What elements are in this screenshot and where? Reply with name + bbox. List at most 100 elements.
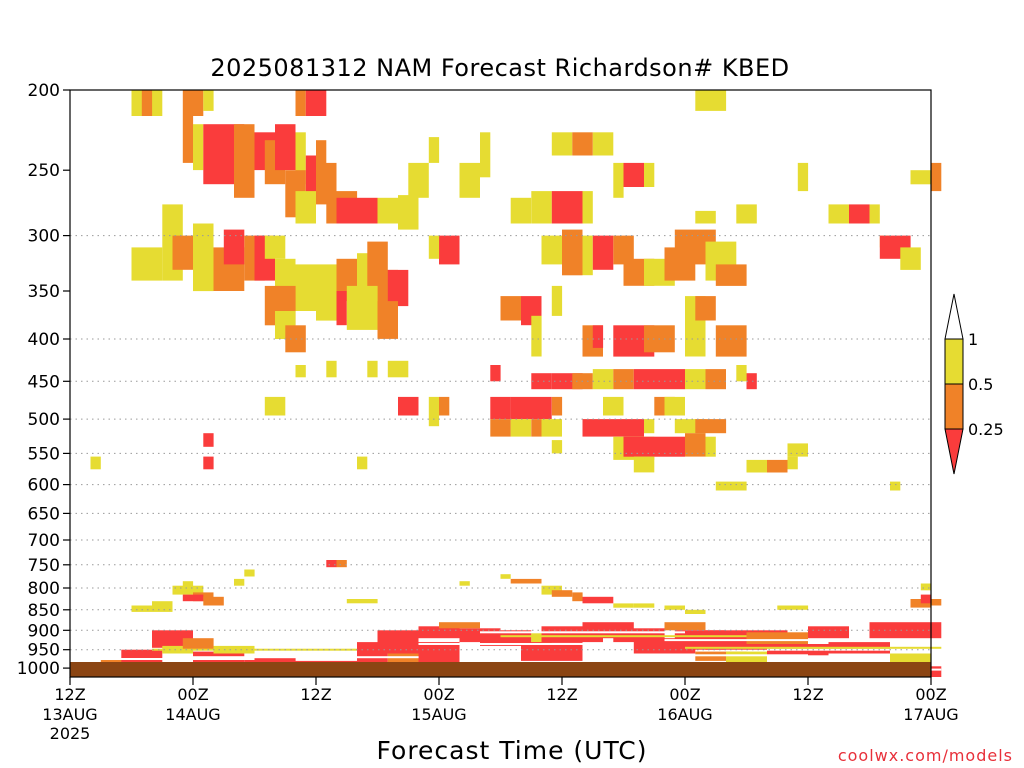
ri-cell [592,235,614,270]
ri-cell [275,258,296,291]
legend-swatch [944,383,964,430]
x-tick-label: 00Z [669,685,700,704]
x-tick-label: 14AUG [165,705,220,724]
ri-boundary-band [377,630,419,654]
ri-cell [346,285,378,330]
y-tick-label: 600 [28,476,60,496]
ri-cell [551,590,573,597]
ri-cell [582,191,593,224]
ri-cell [531,315,542,357]
ri-cell [141,90,153,116]
ri-cell [367,360,378,378]
ri-cell [398,195,419,230]
ri-cell [490,365,501,382]
ri-cell [244,569,255,577]
ri-streak [767,648,942,651]
ri-cell [551,440,563,454]
ri-cell [582,235,593,276]
ri-cell [439,235,460,265]
legend-swatch-bottom [944,428,964,475]
y-tick-label: 900 [28,621,60,641]
ri-cell [644,162,655,187]
ri-cell [931,162,942,192]
ri-cell [480,132,491,178]
ri-cell [295,365,306,378]
y-tick-label: 400 [28,330,60,350]
ri-cell [695,90,727,111]
legend-label: 0.5 [968,375,993,394]
ri-cell [603,396,624,416]
ri-cell [572,592,583,602]
ri-cell [633,456,655,473]
legend: 1 0.5 0.25 [944,293,1004,475]
y-tick-label: 500 [28,410,60,430]
ri-cell [849,204,870,224]
ri-cell [685,369,706,390]
ri-cell [408,162,429,198]
ri-cell [500,574,511,579]
ri-boundary-band [746,632,808,644]
ri-cell [223,229,245,265]
ri-cell [695,296,716,321]
ri-cell [172,235,193,270]
ri-cell [890,481,901,491]
x-tick-label: 12Z [54,685,85,704]
y-tick-label: 700 [28,531,60,551]
ri-cell [510,396,552,420]
ri-cell [920,594,932,604]
ri-cell [264,235,286,259]
ri-cell [562,229,583,276]
ri-streak [664,639,942,642]
ri-cell [182,594,204,602]
ri-cell [746,459,767,473]
ri-cell [592,369,614,390]
ri-cell [623,162,644,187]
ri-cell [715,325,747,357]
ri-cell [305,90,327,116]
y-tick-label: 550 [28,444,60,464]
ri-cell [90,456,101,470]
ri-cell [510,197,532,224]
ri-boundary-band [521,642,583,661]
ri-cell [541,419,562,437]
ri-cell [582,419,644,437]
ri-cell [377,301,398,339]
ri-cell [193,223,214,292]
ri-cell [531,373,552,390]
surface-strip [70,662,931,677]
ri-cell [869,204,880,224]
ri-streak [182,656,419,659]
x-tick-label: 12Z [546,685,577,704]
credit-label: coolwx.com/models [838,746,1013,765]
ri-cell [613,369,634,390]
ri-cell [234,578,245,586]
ri-cell [316,140,327,185]
ri-cell [695,419,727,434]
ri-boundary-band [439,622,480,629]
legend-swatch-top [944,293,964,340]
ri-boundary-band [808,626,849,639]
ri-cell [510,419,532,437]
ri-cell [182,116,194,163]
ri-cell [295,191,316,224]
ri-cell [152,601,173,608]
y-tick-label: 850 [28,601,60,621]
y-tick-label: 950 [28,641,60,661]
ri-cell [551,191,583,224]
ri-cell [715,481,747,491]
chart-title: 2025081312 NAM Forecast Richardson# KBED [210,54,789,82]
ri-cell [316,285,337,321]
legend-label: 0.25 [968,420,1004,439]
legend-swatch [944,338,964,385]
ri-streak [152,648,357,651]
ri-cell [428,396,440,427]
ri-cell [828,204,849,224]
ri-cell [910,599,931,608]
y-tick-label: 250 [28,161,60,181]
ri-cell [613,603,634,608]
ri-streak [582,654,808,657]
ri-cell [305,155,317,198]
ground-layer [70,662,931,677]
ri-cell [551,285,563,316]
